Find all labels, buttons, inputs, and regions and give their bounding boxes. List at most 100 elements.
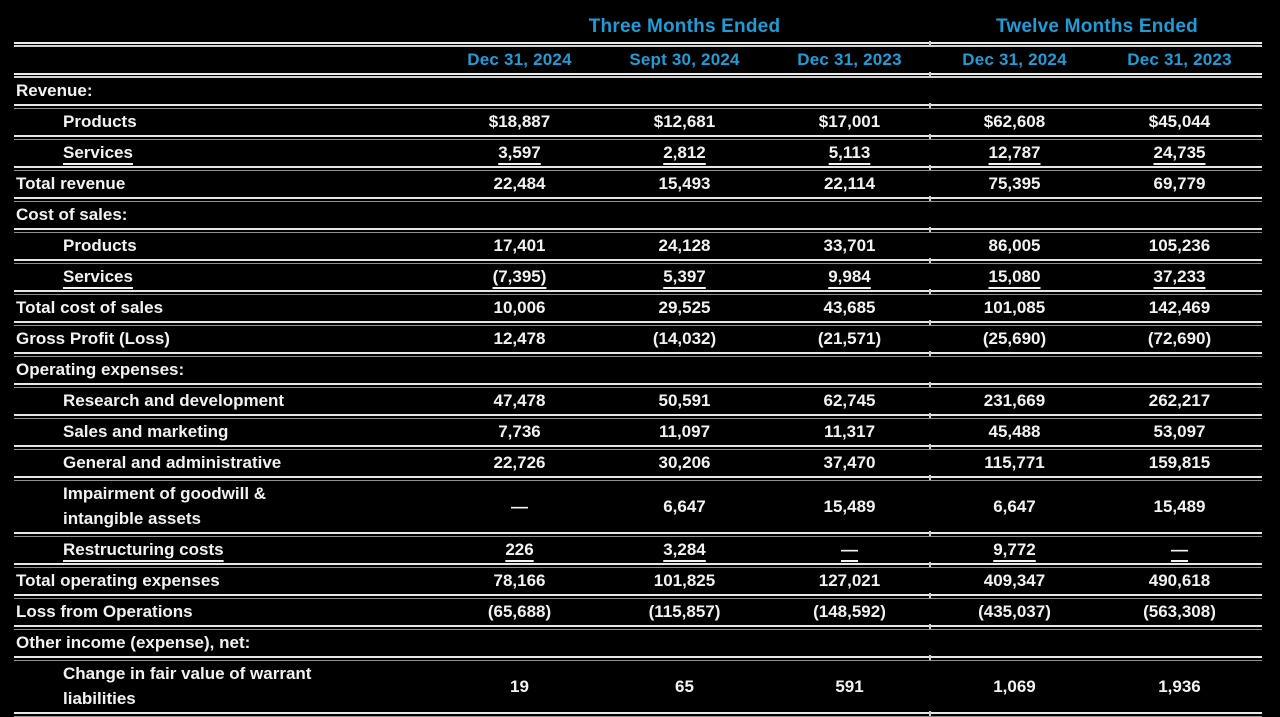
cell-number: 22,484: [493, 174, 546, 193]
cell-value: 30,206: [602, 453, 767, 473]
cell-number: 86,005: [988, 236, 1041, 255]
cell-value: 3,597: [437, 143, 602, 163]
cell-value: 142,469: [1097, 298, 1262, 318]
cell-value: 22,114: [767, 174, 932, 194]
cell-value: 115,771: [932, 453, 1097, 473]
row-label: Sales and marketing: [63, 421, 229, 441]
cell-number: 53,097: [1153, 422, 1206, 441]
cell-number: 409,347: [983, 571, 1046, 590]
header-divider-top: [14, 41, 1262, 47]
cell-value: 9,984: [767, 267, 932, 287]
cell-value: 33,701: [767, 236, 932, 256]
cell-value: 3,284: [602, 540, 767, 560]
cell-value: 22,726: [437, 453, 602, 473]
row-label: Products: [63, 111, 137, 131]
cell-number: (148,592): [813, 602, 886, 621]
cell-number: 231,669: [983, 391, 1046, 410]
cell-value: 2,812: [602, 143, 767, 163]
table-row: Other income (expense), net:: [14, 630, 1262, 656]
cell-value: 24,735: [1097, 143, 1262, 163]
row-divider: [14, 382, 1262, 388]
cell-number: (14,032): [652, 329, 717, 348]
group-header-twelve-months: Twelve Months Ended: [996, 16, 1198, 37]
cell-value: 591: [767, 677, 932, 697]
cell-value: 15,489: [767, 497, 932, 517]
cell-number: (563,308): [1143, 602, 1216, 621]
table-body: Revenue: Products $18,887 $12,681 $17,001 $62…: [14, 78, 1262, 717]
cell-number: 2,812: [663, 143, 706, 162]
column-header-2: Sept 30, 2024: [629, 50, 740, 69]
cell-value: 101,085: [932, 298, 1097, 318]
cell-number: (115,857): [648, 602, 721, 621]
cell-number: 12,478: [493, 329, 546, 348]
cell-number: 37,233: [1153, 267, 1206, 286]
cell-number: 15,493: [658, 174, 711, 193]
cell-number: (72,690): [1147, 329, 1212, 348]
cell-number: 17,401: [493, 236, 546, 255]
cell-value: 101,825: [602, 571, 767, 591]
cell-value: $12,681: [602, 112, 767, 132]
cell-value: (148,592): [767, 602, 932, 622]
cell-value: 17,401: [437, 236, 602, 256]
row-divider: [14, 258, 1262, 264]
cell-value: 11,317: [767, 422, 932, 442]
cell-number: 78,166: [493, 571, 546, 590]
table-row: Operating expenses:: [14, 357, 1262, 383]
cell-value: 409,347: [932, 571, 1097, 591]
cell-number: 75,395: [988, 174, 1041, 193]
cell-number: 47,478: [493, 391, 546, 410]
table-row: Sales and marketing 7,736 11,097 11,317 45,4…: [14, 419, 1262, 445]
table-row: Services (7,395) 5,397 9,984 15,080 37,233: [14, 264, 1262, 290]
cell-value: 6,647: [602, 497, 767, 517]
table-row: Impairment of goodwill & intangible asse…: [14, 481, 1262, 532]
cell-value: 12,787: [932, 143, 1097, 163]
cell-value: (14,032): [602, 329, 767, 349]
row-label: Services: [63, 266, 133, 286]
table-row: Cost of sales:: [14, 202, 1262, 228]
cell-value: $45,044: [1097, 112, 1262, 132]
row-divider: [14, 562, 1262, 568]
cell-number: 50,591: [658, 391, 711, 410]
cell-value: 50,591: [602, 391, 767, 411]
cell-number: 22,114: [823, 174, 876, 193]
cell-number: 65: [675, 676, 694, 696]
row-divider: [14, 320, 1262, 326]
cell-value: (72,690): [1097, 329, 1262, 349]
cell-number: —: [1171, 540, 1188, 559]
row-divider: [14, 165, 1262, 171]
cell-number: 29,525: [658, 298, 711, 317]
cell-number: 9,984: [828, 267, 871, 286]
cell-number: 15,489: [1153, 496, 1206, 516]
cell-value: (115,857): [602, 602, 767, 622]
cell-value: —: [1097, 540, 1262, 560]
cell-value: 24,128: [602, 236, 767, 256]
row-label: Research and development: [63, 390, 285, 410]
cell-number: 101,085: [983, 298, 1046, 317]
row-label: Total revenue: [16, 173, 126, 193]
cell-number: 226: [505, 540, 534, 559]
cell-number: 15,489: [823, 496, 876, 516]
cell-value: 29,525: [602, 298, 767, 318]
cell-value: 45,488: [932, 422, 1097, 442]
cell-value: 19: [437, 677, 602, 697]
cell-number: 6,647: [663, 496, 706, 516]
cell-number: 490,618: [1148, 571, 1211, 590]
table-row: Research and development 47,478 50,591 62,7…: [14, 388, 1262, 414]
row-label: Total operating expenses: [16, 570, 220, 590]
cell-number: 37,470: [823, 453, 876, 472]
cell-value: 12,478: [437, 329, 602, 349]
row-label: Other income (expense), net:: [16, 632, 251, 652]
cell-value: $62,608: [932, 112, 1097, 132]
cell-value: $17,001: [767, 112, 932, 132]
table-row: Gross Profit (Loss) 12,478 (14,032) (21,571…: [14, 326, 1262, 352]
table-row: General and administrative 22,726 30,206 37…: [14, 450, 1262, 476]
cell-value: 1,936: [1097, 677, 1262, 697]
cell-number: 9,772: [993, 540, 1036, 559]
row-divider: [14, 413, 1262, 419]
cell-value: (65,688): [437, 602, 602, 622]
row-label: Products: [63, 235, 137, 255]
cell-number: 24,128: [658, 236, 711, 255]
row-divider: [14, 103, 1262, 109]
cell-value: 1,069: [932, 677, 1097, 697]
